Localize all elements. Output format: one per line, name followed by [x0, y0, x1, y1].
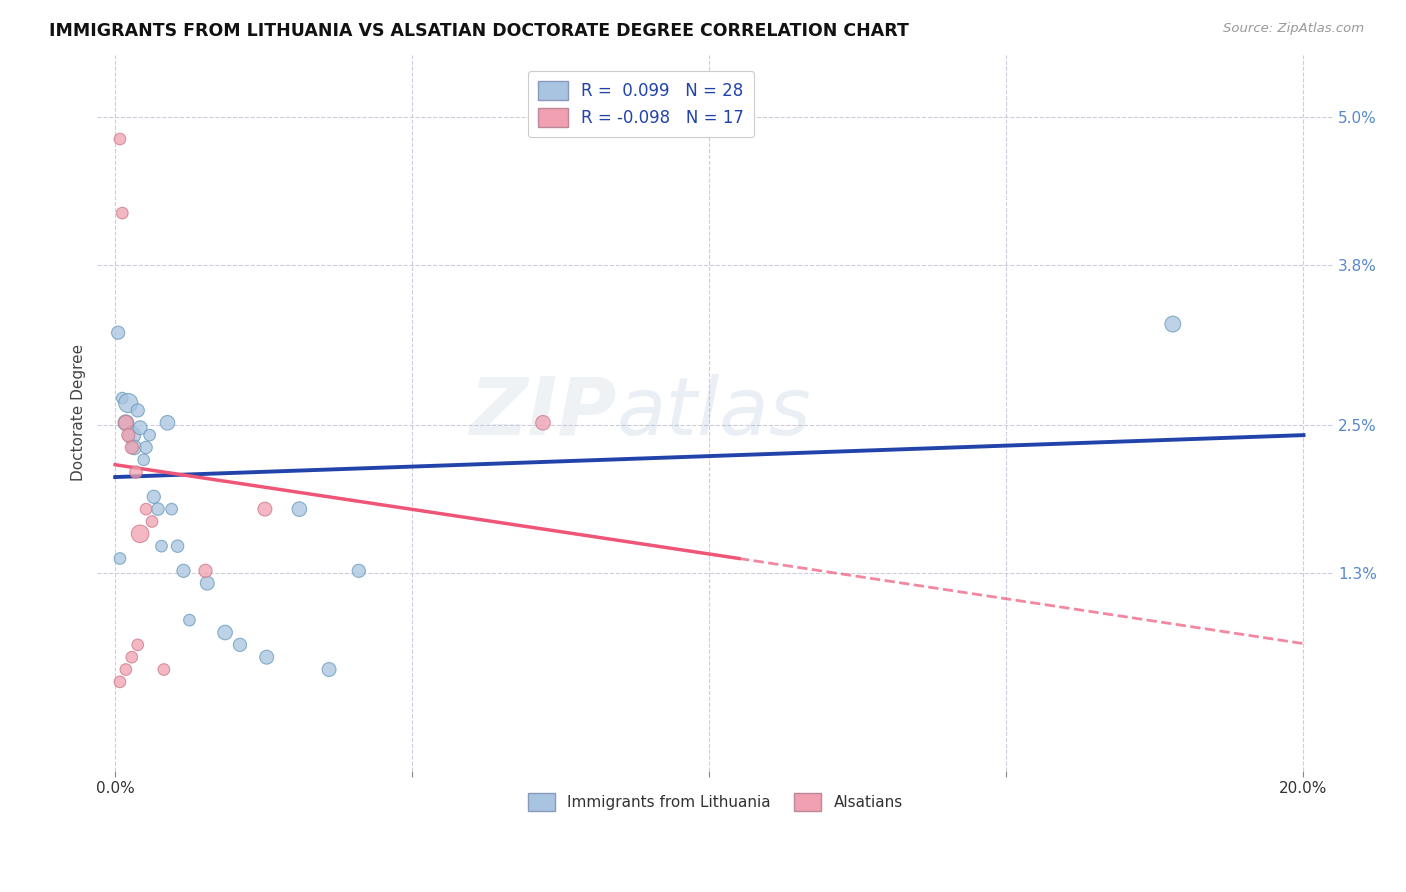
Point [179, 613, 201, 627]
Point [153, 663, 176, 677]
Point [214, 625, 236, 640]
Point [173, 564, 195, 578]
Point [166, 539, 188, 553]
Point [160, 502, 183, 516]
Point [229, 638, 252, 652]
Point [108, 551, 131, 566]
Point [132, 452, 155, 467]
Text: Source: ZipAtlas.com: Source: ZipAtlas.com [1223, 22, 1364, 36]
Legend: Immigrants from Lithuania, Alsatians: Immigrants from Lithuania, Alsatians [522, 787, 910, 817]
Point [108, 132, 131, 146]
Point [121, 441, 143, 455]
Point [347, 564, 370, 578]
Point [111, 206, 134, 220]
Text: IMMIGRANTS FROM LITHUANIA VS ALSATIAN DOCTORATE DEGREE CORRELATION CHART: IMMIGRANTS FROM LITHUANIA VS ALSATIAN DO… [49, 22, 910, 40]
Y-axis label: Doctorate Degree: Doctorate Degree [72, 344, 86, 482]
Point [127, 638, 149, 652]
Point [156, 416, 179, 430]
Point [150, 539, 173, 553]
Point [256, 650, 278, 665]
Point [122, 441, 145, 455]
Point [1161, 317, 1184, 331]
Point [141, 515, 163, 529]
Point [194, 564, 217, 578]
Point [111, 391, 134, 405]
Point [121, 428, 143, 442]
Point [129, 526, 152, 541]
Point [142, 490, 165, 504]
Point [288, 502, 311, 516]
Point [135, 502, 157, 516]
Point [115, 416, 138, 430]
Point [117, 428, 139, 442]
Point [135, 441, 157, 455]
Text: atlas: atlas [616, 374, 811, 452]
Text: ZIP: ZIP [470, 374, 616, 452]
Point [115, 416, 138, 430]
Point [125, 465, 148, 479]
Point [127, 403, 149, 417]
Point [146, 502, 169, 516]
Point [115, 663, 138, 677]
Point [318, 663, 340, 677]
Point [138, 428, 160, 442]
Point [117, 396, 139, 410]
Point [129, 421, 152, 435]
Point [531, 416, 554, 430]
Point [107, 326, 129, 340]
Point [253, 502, 276, 516]
Point [121, 650, 143, 665]
Point [195, 576, 218, 591]
Point [108, 674, 131, 689]
